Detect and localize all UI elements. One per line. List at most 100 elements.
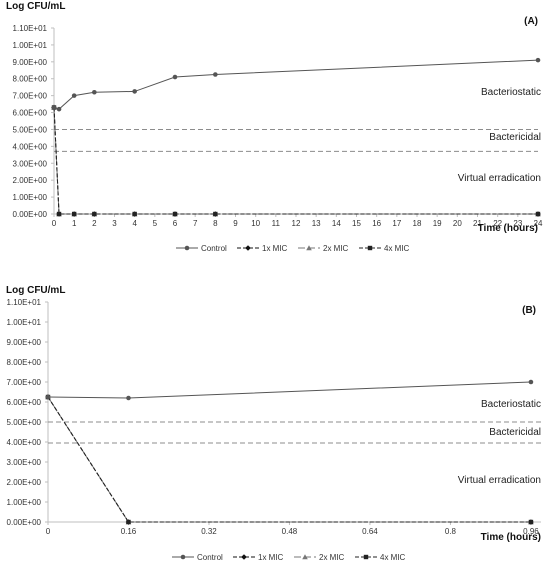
data-point xyxy=(92,89,97,95)
y-tick-label: 3.00E+00 xyxy=(7,458,42,467)
data-point xyxy=(180,554,186,560)
data-point xyxy=(45,394,51,400)
y-tick-label: 6.00E+00 xyxy=(7,398,42,407)
zone-label: Bactericidal xyxy=(489,132,541,143)
series-1x-mic xyxy=(51,104,541,217)
data-point xyxy=(172,211,178,217)
x-tick-label: 0 xyxy=(46,527,51,536)
x-tick-label: 8 xyxy=(213,219,218,228)
x-tick-label: 0.16 xyxy=(121,527,137,536)
x-tick-label: 10 xyxy=(251,219,260,228)
x-tick-label: 9 xyxy=(233,219,238,228)
x-tick-label: 0.48 xyxy=(282,527,298,536)
series-line xyxy=(53,107,538,215)
panel-label: (A) xyxy=(524,16,538,27)
y-tick-label: 8.00E+00 xyxy=(7,358,42,367)
y-tick-label: 1.00E+00 xyxy=(7,498,42,507)
data-point xyxy=(306,245,312,251)
panel-label: (B) xyxy=(522,305,536,316)
data-point xyxy=(172,74,178,80)
chart-panel-b: 0.00E+00 1.00E+00 2.00E+00 3.00E+00 4.00E+00… xyxy=(6,285,541,562)
zone-label: Bactericidal xyxy=(489,427,541,438)
y-tick-label: 7.00E+00 xyxy=(13,92,48,101)
y-tick-label: 5.00E+00 xyxy=(7,418,42,427)
data-point xyxy=(213,211,218,217)
legend-label: 1x MIC xyxy=(262,244,288,253)
series-line xyxy=(47,396,531,523)
legend: Control 1x MIC 2x MIC 4x MIC xyxy=(176,244,410,253)
y-tick-label: 2.00E+00 xyxy=(13,176,48,185)
series-2x-mic xyxy=(45,394,534,525)
data-point xyxy=(528,379,534,385)
y-axis-title: Log CFU/mL xyxy=(6,1,65,12)
y-tick-label: 1.00E+01 xyxy=(7,318,42,327)
y-tick-label: 0.00E+00 xyxy=(13,210,48,219)
series-1x-mic xyxy=(45,394,534,525)
x-axis-title: Time (hours) xyxy=(478,223,538,234)
x-tick-label: 0.96 xyxy=(523,527,539,536)
x-tick-label: 14 xyxy=(332,219,341,228)
x-tick-label: 24 xyxy=(534,219,543,228)
data-point xyxy=(363,554,369,560)
data-point xyxy=(56,106,62,112)
y-tick-label: 4.00E+00 xyxy=(7,438,42,447)
y-tick-label: 3.00E+00 xyxy=(13,159,48,168)
data-point xyxy=(92,211,97,217)
chart-panel-a: 0.00E+00 1.00E+00 2.00E+00 3.00E+00 4.00E+00… xyxy=(6,1,543,253)
y-tick-label: 4.00E+00 xyxy=(13,142,48,151)
data-point xyxy=(245,245,251,251)
legend-label: 4x MIC xyxy=(380,553,406,562)
x-tick-label: 2 xyxy=(92,219,97,228)
x-tick-label: 15 xyxy=(352,219,361,228)
x-tick-label: 13 xyxy=(312,219,321,228)
x-tick-label: 4 xyxy=(132,219,137,228)
series-line xyxy=(53,107,538,215)
data-point xyxy=(367,245,373,251)
series-2x-mic xyxy=(51,104,541,217)
y-tick-label: 6.00E+00 xyxy=(13,109,48,118)
y-tick-label: 1.10E+01 xyxy=(7,298,42,307)
data-point xyxy=(126,519,131,525)
data-point xyxy=(535,57,541,63)
data-point xyxy=(528,519,534,525)
x-tick-label: 0.8 xyxy=(445,527,457,536)
y-tick-label: 7.00E+00 xyxy=(7,378,42,387)
data-point xyxy=(126,395,131,401)
legend-label: Control xyxy=(197,553,223,562)
x-tick-label: 7 xyxy=(193,219,198,228)
x-tick-label: 22 xyxy=(493,219,502,228)
zone-label: Bacteriostatic xyxy=(481,87,541,98)
y-tick-label: 0.00E+00 xyxy=(7,518,42,527)
data-point xyxy=(132,211,137,217)
data-point xyxy=(241,554,247,560)
y-tick-label: 5.00E+00 xyxy=(13,125,48,134)
x-tick-label: 20 xyxy=(453,219,462,228)
series-line xyxy=(47,396,531,523)
data-point xyxy=(71,93,77,98)
x-tick-label: 17 xyxy=(392,219,401,228)
x-axis-title: Time (hours) xyxy=(481,532,541,543)
series-4x-mic xyxy=(51,105,541,217)
x-tick-label: 21 xyxy=(473,219,482,228)
zone-label: Virtual erradication xyxy=(458,475,541,486)
y-axis-title: Log CFU/mL xyxy=(6,285,65,296)
x-tick-label: 12 xyxy=(292,219,301,228)
x-tick-label: 0.64 xyxy=(362,527,378,536)
x-tick-label: 23 xyxy=(513,219,522,228)
series-line xyxy=(53,59,539,110)
y-tick-label: 9.00E+00 xyxy=(7,338,42,347)
x-tick-label: 11 xyxy=(272,219,281,228)
legend-label: 2x MIC xyxy=(323,244,349,253)
data-point xyxy=(535,211,541,217)
series-4x-mic xyxy=(45,394,534,525)
series-control xyxy=(51,57,541,112)
legend-label: 2x MIC xyxy=(319,553,345,562)
x-tick-label: 5 xyxy=(153,219,158,228)
y-tick-label: 8.00E+00 xyxy=(13,75,48,84)
y-tick-label: 1.10E+01 xyxy=(13,24,48,33)
legend: Control 1x MIC 2x MIC 4x MIC xyxy=(172,553,406,562)
x-tick-label: 16 xyxy=(372,219,381,228)
x-tick-label: 0 xyxy=(52,219,57,228)
